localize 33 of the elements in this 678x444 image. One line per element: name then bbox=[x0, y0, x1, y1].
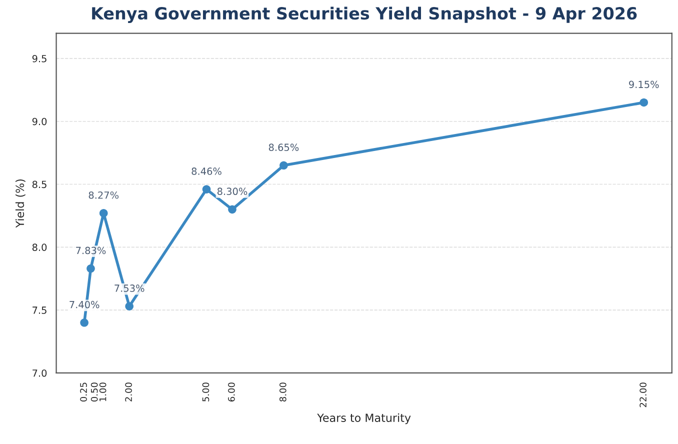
point bbox=[640, 98, 648, 107]
y-tick-label: 9.5 bbox=[32, 54, 46, 62]
point bbox=[125, 302, 134, 310]
y-tick-label: 7.5 bbox=[32, 306, 46, 314]
data-label: 8.27% bbox=[88, 191, 119, 199]
data-label: 7.53% bbox=[114, 284, 144, 292]
data-label: 8.30% bbox=[217, 188, 248, 196]
x-axis-title: Years to Maturity bbox=[317, 413, 411, 424]
point bbox=[99, 209, 108, 218]
data-label: 7.40% bbox=[70, 300, 100, 308]
y-tick-label: 9.0 bbox=[32, 118, 47, 126]
y-tick-label: 8.5 bbox=[32, 180, 46, 188]
x-tick-label: 5.00 bbox=[202, 382, 210, 402]
x-tick-label: 0.25 bbox=[80, 382, 87, 402]
y-tick-label: 7.0 bbox=[32, 369, 47, 377]
point bbox=[228, 205, 236, 214]
point bbox=[86, 264, 95, 273]
point bbox=[80, 318, 88, 327]
data-label: 9.15% bbox=[629, 80, 659, 88]
point bbox=[202, 185, 211, 194]
y-tick-label: 8.0 bbox=[32, 244, 47, 251]
data-label: 8.46% bbox=[192, 168, 222, 175]
data-label: 8.65% bbox=[268, 144, 299, 152]
x-tick-label: 2.00 bbox=[125, 382, 132, 402]
x-tick-label: 8.00 bbox=[279, 382, 286, 402]
y-axis-title: Yield (%) bbox=[15, 179, 26, 228]
x-tick-label: 1.00 bbox=[99, 382, 106, 402]
data-label: 7.83% bbox=[76, 246, 106, 254]
chart-title: Kenya Government Securities Yield Snapshot - 9 Apr 2026 bbox=[92, 6, 637, 24]
point bbox=[280, 161, 288, 170]
x-tick-label: 22.00 bbox=[640, 382, 646, 408]
x-tick-label: 6.00 bbox=[228, 382, 235, 402]
x-tick-label: 0.50 bbox=[90, 382, 98, 402]
